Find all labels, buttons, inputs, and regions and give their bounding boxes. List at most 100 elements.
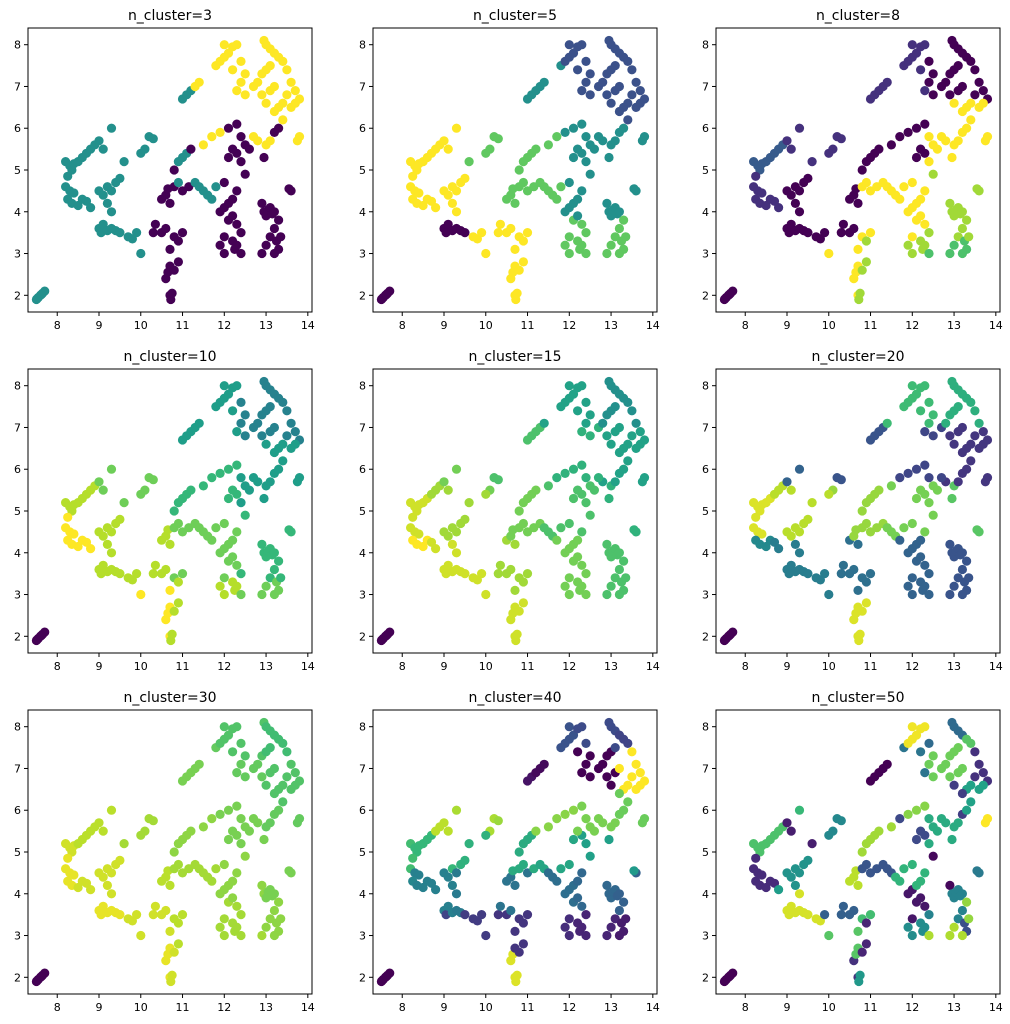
data-point (265, 61, 275, 71)
data-point (957, 207, 968, 217)
data-point (972, 525, 982, 535)
data-point (136, 148, 146, 158)
data-point (920, 527, 930, 537)
data-point (282, 406, 292, 416)
data-point (257, 772, 267, 782)
data-point (629, 184, 639, 194)
data-point (106, 207, 117, 217)
data-point (886, 822, 897, 832)
data-point (259, 152, 269, 163)
data-point (495, 560, 505, 570)
data-point (286, 77, 296, 87)
data-point (381, 289, 391, 300)
data-point (232, 40, 242, 50)
data-point (577, 722, 587, 732)
data-point (36, 289, 47, 300)
y-tick-label: 6 (14, 463, 21, 476)
data-point (115, 228, 125, 238)
data-point (577, 460, 587, 470)
data-point (194, 77, 204, 87)
data-point (443, 826, 453, 836)
data-point (148, 816, 158, 826)
data-point (602, 198, 612, 208)
x-tick-label: 11 (864, 319, 878, 332)
data-point (284, 184, 294, 194)
data-point (945, 539, 955, 550)
data-point (836, 910, 846, 920)
data-point (794, 805, 805, 815)
data-point (786, 485, 796, 495)
data-point (907, 859, 917, 870)
data-point (585, 851, 595, 861)
data-point (169, 947, 179, 957)
data-point (381, 971, 391, 982)
y-tick-label: 4 (359, 888, 366, 901)
data-point (132, 569, 142, 579)
data-point (136, 489, 146, 499)
data-point (635, 427, 645, 437)
data-point (228, 747, 238, 757)
data-point (895, 876, 905, 886)
data-point (169, 606, 179, 616)
data-point (970, 431, 980, 441)
data-point (63, 853, 73, 863)
data-point (953, 136, 963, 146)
data-point (269, 207, 279, 217)
data-point (928, 90, 938, 100)
data-point (916, 144, 926, 154)
data-point (232, 801, 242, 811)
data-point (460, 228, 470, 238)
data-point (861, 918, 872, 928)
data-point (964, 914, 974, 924)
data-point (232, 219, 242, 229)
data-point (924, 473, 934, 483)
data-point (431, 203, 441, 213)
y-tick-label: 6 (702, 804, 709, 817)
data-point (274, 805, 284, 815)
data-point (924, 157, 934, 167)
data-point (493, 228, 503, 238)
y-tick-label: 7 (14, 421, 21, 434)
data-point (232, 427, 242, 437)
data-point (614, 788, 625, 799)
data-point (240, 772, 250, 782)
data-point (269, 223, 279, 234)
data-point (236, 418, 246, 428)
data-point (282, 90, 292, 100)
data-point (481, 148, 491, 158)
data-point (119, 498, 129, 508)
data-point (173, 577, 183, 587)
data-point (920, 86, 930, 96)
data-point (945, 880, 955, 891)
data-point (614, 207, 625, 217)
data-point (820, 910, 830, 920)
data-point (928, 431, 938, 441)
data-point (585, 510, 595, 520)
data-point (598, 77, 608, 87)
data-point (518, 257, 529, 267)
data-point (928, 751, 938, 761)
data-point (924, 248, 934, 259)
data-point (276, 232, 286, 242)
data-point (604, 152, 614, 163)
data-point (207, 194, 217, 204)
data-point (577, 901, 587, 911)
data-point (637, 818, 648, 828)
data-point (920, 901, 930, 911)
x-tick-label: 8 (742, 1001, 749, 1014)
y-tick-label: 5 (14, 505, 21, 518)
data-point (518, 859, 529, 870)
data-point (861, 518, 872, 529)
data-point (119, 839, 129, 849)
data-point (244, 826, 254, 836)
x-tick-label: 11 (521, 319, 535, 332)
data-point (581, 77, 591, 87)
data-point (966, 397, 976, 407)
data-point (619, 123, 629, 133)
data-point (573, 893, 583, 903)
data-point (865, 910, 876, 920)
data-point (916, 65, 926, 75)
data-point (98, 190, 108, 200)
data-point (941, 77, 951, 87)
data-point (573, 194, 583, 204)
